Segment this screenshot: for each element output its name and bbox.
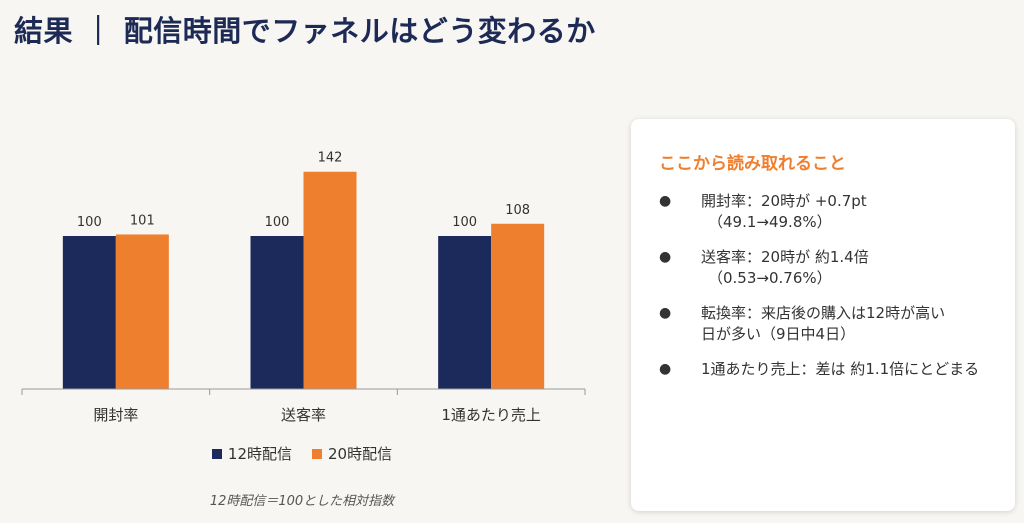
data-label: 108 bbox=[505, 203, 530, 218]
category-label: 開封率 bbox=[93, 406, 138, 424]
legend-swatch-20 bbox=[312, 448, 322, 459]
chart-legend: 12時配信 20時配信 bbox=[0, 443, 604, 464]
bar bbox=[303, 171, 357, 389]
category-label: 1通あたり売上 bbox=[441, 406, 541, 424]
insight-line1: 1通あたり売上：差は 約1.1倍にとどまる bbox=[701, 360, 980, 378]
list-item: ● 転換率：来店後の購入は12時が高い 日が多い（9日中4日） bbox=[659, 303, 1004, 345]
legend-swatch-12 bbox=[211, 448, 222, 459]
bar bbox=[491, 223, 545, 389]
insight-line1: 開封率：20時が +0.7pt bbox=[701, 192, 867, 210]
legend-item-12: 12時配信 bbox=[211, 443, 292, 464]
data-label: 101 bbox=[130, 213, 155, 228]
category-label: 送客率 bbox=[281, 406, 326, 424]
insight-line1: 送客率：20時が 約1.4倍 bbox=[701, 248, 869, 266]
bar bbox=[115, 234, 169, 389]
insights-panel: ここから読み取れること ● 開封率：20時が +0.7pt （49.1→49.8… bbox=[631, 119, 1015, 511]
insight-line1: 転換率：来店後の購入は12時が高い bbox=[701, 304, 946, 322]
panel-title: ここから読み取れること bbox=[659, 154, 846, 174]
list-item: ● 1通あたり売上：差は 約1.1倍にとどまる bbox=[659, 359, 1004, 380]
bar bbox=[62, 236, 116, 389]
bar-chart: 100 101 開封率 100 142 送客率 100 108 1通あたり売上 bbox=[21, 151, 586, 424]
bar bbox=[250, 236, 304, 389]
data-label: 100 bbox=[265, 215, 290, 230]
data-label: 100 bbox=[77, 215, 102, 230]
legend-item-20: 20時配信 bbox=[312, 443, 392, 464]
data-label: 100 bbox=[452, 215, 477, 230]
insight-line2: 日が多い（9日中4日） bbox=[701, 325, 856, 343]
list-item: ● 送客率：20時が 約1.4倍 （0.53→0.76%） bbox=[659, 247, 1004, 289]
bullet-icon: ● bbox=[659, 249, 672, 265]
chart-note: 12時配信＝100とした相対指数 bbox=[209, 494, 395, 509]
bar bbox=[438, 236, 492, 389]
list-item: ● 開封率：20時が +0.7pt （49.1→49.8%） bbox=[659, 191, 1004, 233]
legend-label-12: 12時配信 bbox=[227, 445, 292, 463]
page-title: 結果 ｜ 配信時間でファネルはどう変わるか bbox=[14, 14, 596, 48]
insight-line2: （49.1→49.8%） bbox=[708, 213, 832, 231]
insight-line2: （0.53→0.76%） bbox=[708, 269, 832, 287]
legend-label-20: 20時配信 bbox=[328, 445, 393, 463]
bullet-icon: ● bbox=[659, 305, 672, 321]
insights-list: ● 開封率：20時が +0.7pt （49.1→49.8%） ● 送客率：20時… bbox=[659, 191, 1004, 394]
bullet-icon: ● bbox=[659, 193, 672, 209]
data-label: 142 bbox=[318, 151, 343, 166]
bullet-icon: ● bbox=[659, 361, 672, 377]
